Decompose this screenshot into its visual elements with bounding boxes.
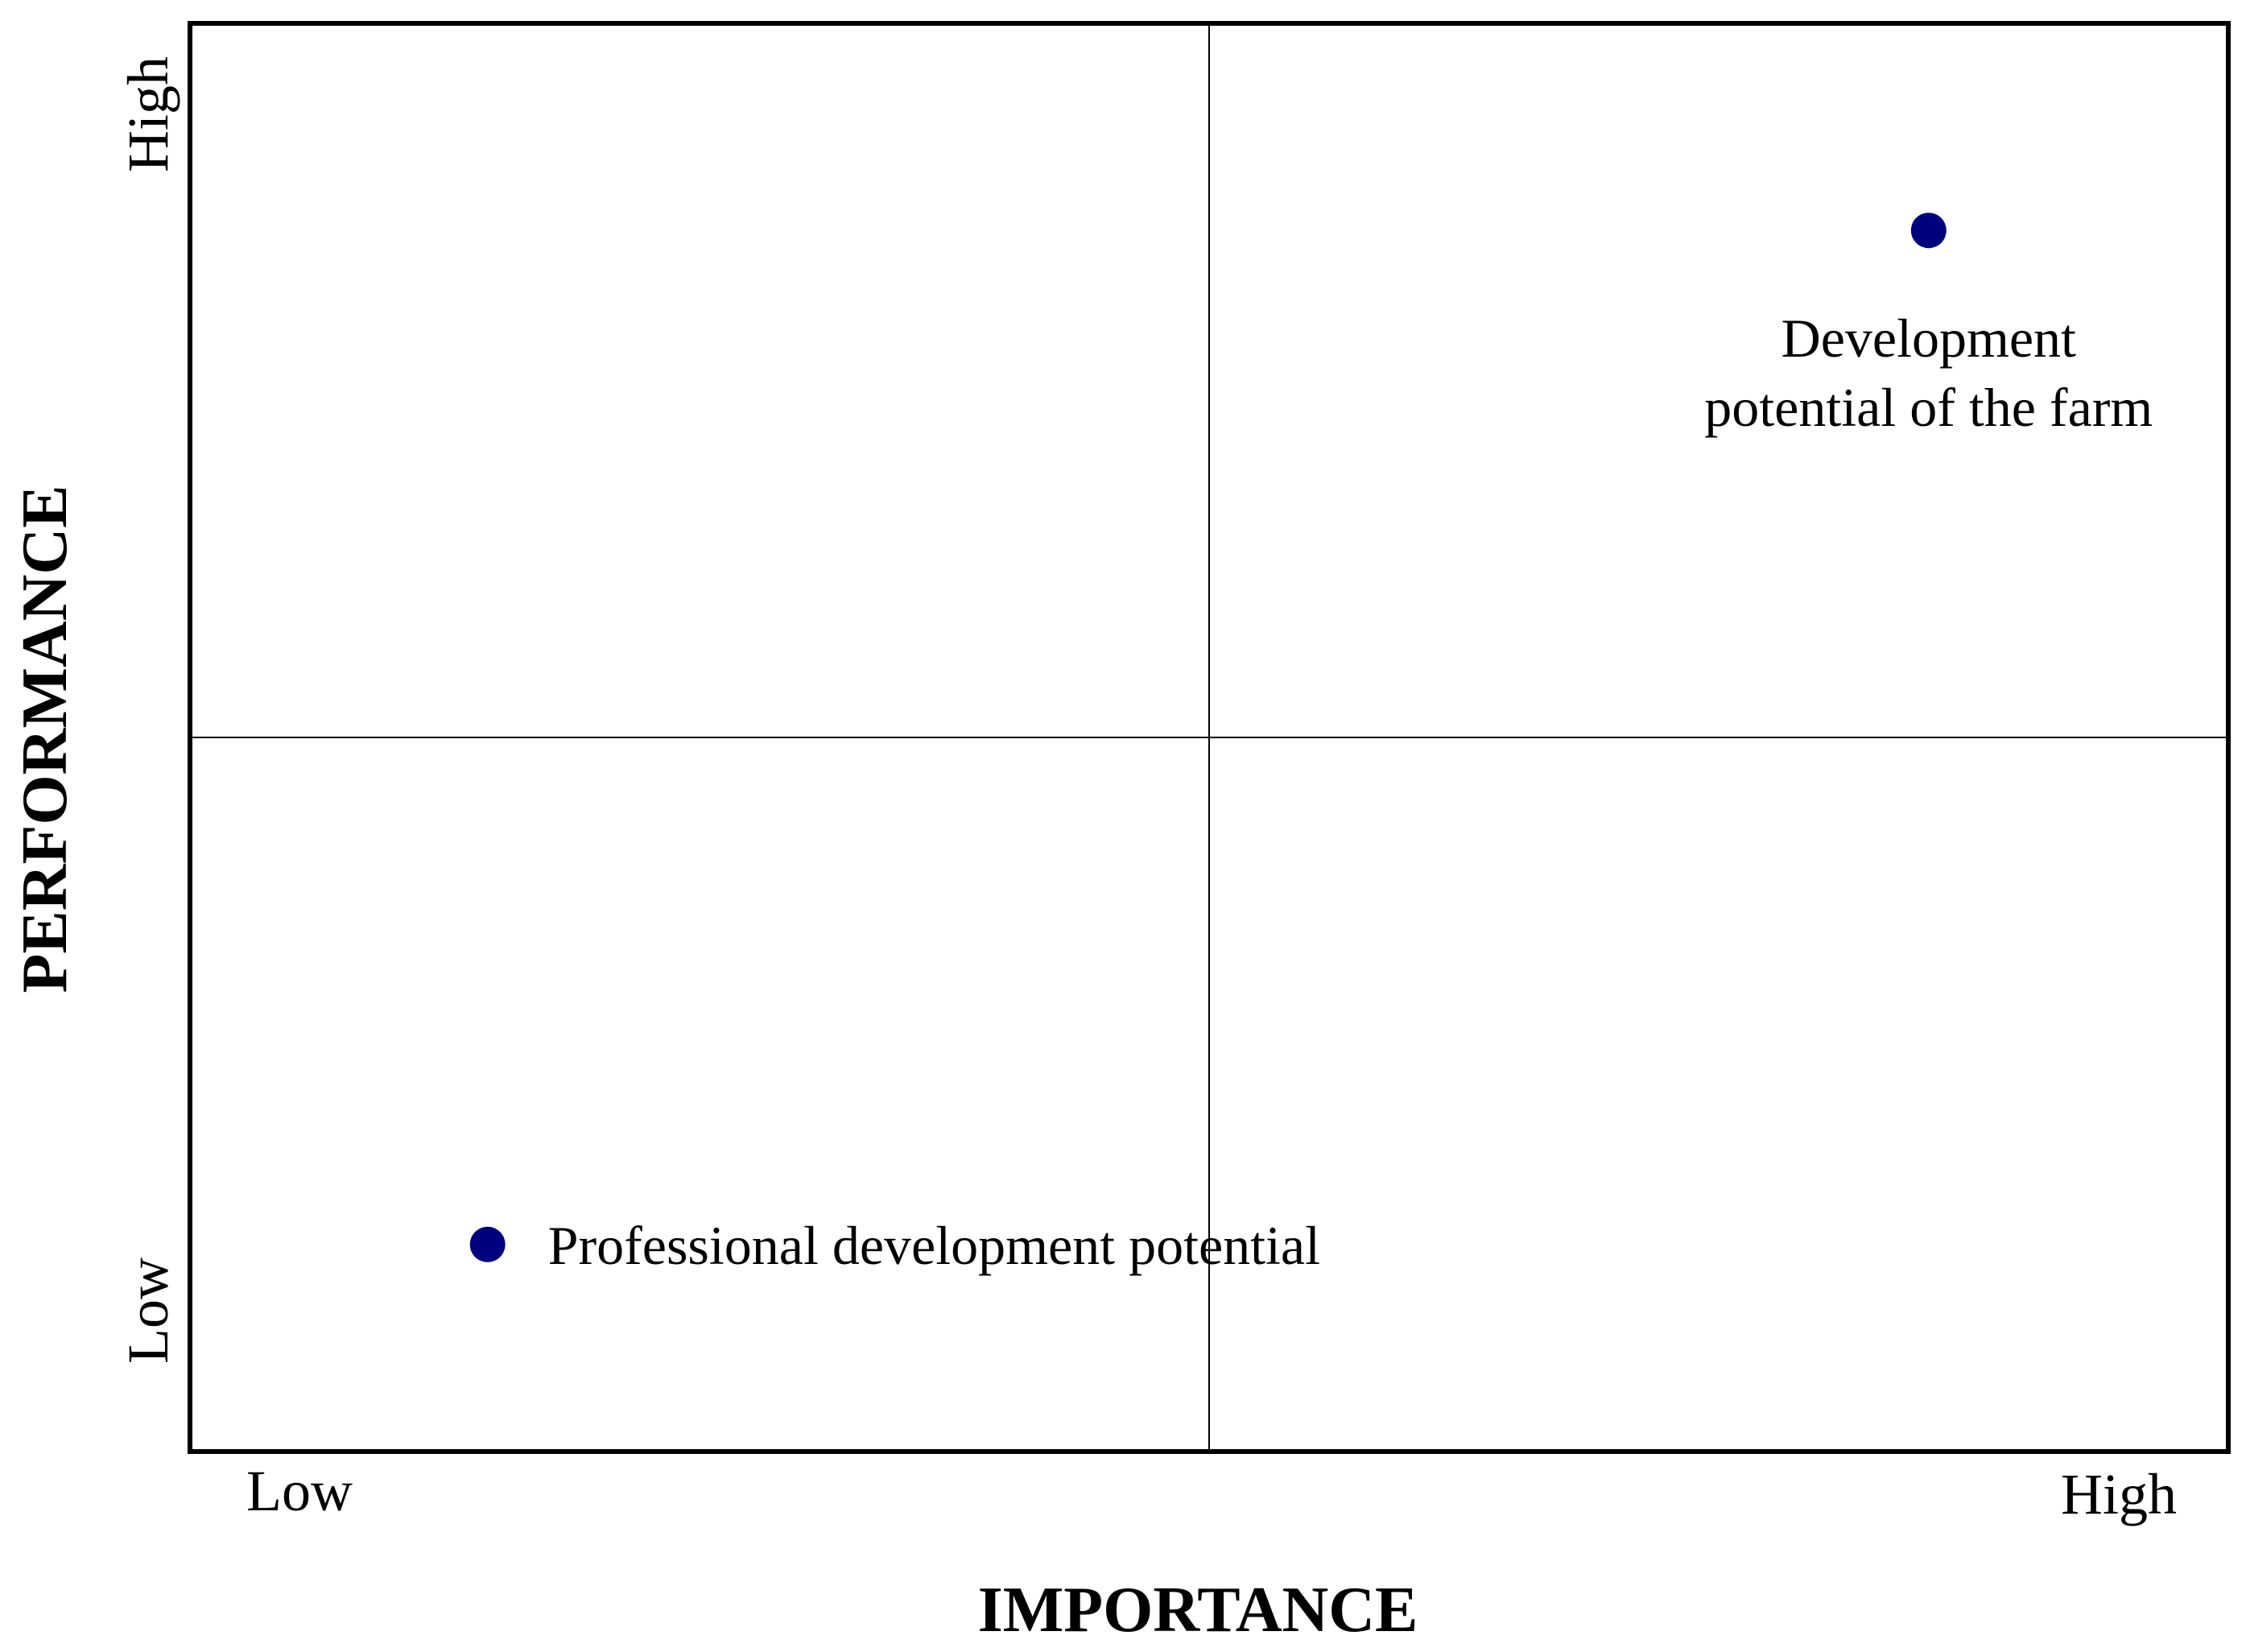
y-axis-title: PERFORMANCE: [10, 485, 81, 993]
data-point-1: [1910, 213, 1947, 249]
x-tick-low: Low: [246, 1459, 353, 1523]
data-point-label-2: Professional development potential: [548, 1215, 1320, 1276]
data-points: Development potential of the farm Professi…: [469, 213, 2153, 1276]
x-tick-high: High: [2061, 1462, 2177, 1526]
data-point-label-1: Development potential of the farm: [1704, 308, 2153, 438]
y-tick-low: Low: [116, 1258, 180, 1364]
data-point-2: [469, 1226, 506, 1262]
y-tick-high: High: [116, 56, 180, 172]
x-axis-title: IMPORTANCE: [978, 1575, 1418, 1646]
